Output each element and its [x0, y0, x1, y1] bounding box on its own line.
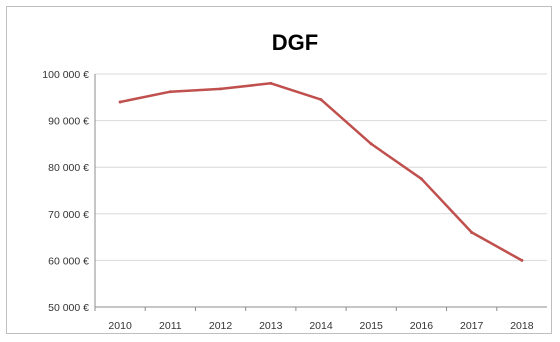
y-tick-label: 100 000 €	[42, 69, 89, 81]
x-tick-label: 2017	[460, 320, 484, 332]
y-tick-label: 90 000 €	[48, 116, 89, 128]
y-tick-labels: 50 000 € 60 000 € 70 000 € 80 000 € 90 000 €…	[42, 69, 89, 314]
x-tick-label: 2012	[209, 320, 233, 332]
x-tick-label: 2016	[410, 320, 434, 332]
series-layer	[118, 81, 524, 262]
data-point-2015	[369, 142, 373, 146]
y-tick-label: 70 000 €	[48, 209, 89, 221]
x-tick-label: 2011	[159, 320, 182, 332]
data-point-2012	[219, 87, 223, 91]
data-point-2016	[419, 177, 423, 181]
data-point-2013	[269, 81, 273, 85]
data-point-2011	[168, 90, 172, 94]
x-tick-label: 2018	[510, 320, 534, 332]
data-point-2018	[520, 258, 524, 262]
x-tick-label: 2015	[360, 320, 384, 332]
data-point-2014	[319, 98, 323, 102]
x-tick-label: 2014	[309, 320, 333, 332]
series-line-0	[119, 82, 523, 262]
chart-title: DGF	[272, 30, 318, 55]
data-point-2010	[118, 100, 122, 104]
x-tick-label: 2010	[108, 320, 132, 332]
data-point-2017	[470, 230, 474, 234]
y-tick-label: 60 000 €	[48, 255, 89, 267]
grid-layer	[94, 73, 547, 308]
chart-frame	[6, 6, 552, 334]
x-tick-label: 2013	[259, 320, 283, 332]
y-tick-label: 50 000 €	[48, 302, 89, 314]
x-tick-labels: 2010 2011 2012 2013 2014 2015 2016 2017 2018	[94, 307, 534, 332]
y-tick-label: 80 000 €	[48, 162, 89, 174]
